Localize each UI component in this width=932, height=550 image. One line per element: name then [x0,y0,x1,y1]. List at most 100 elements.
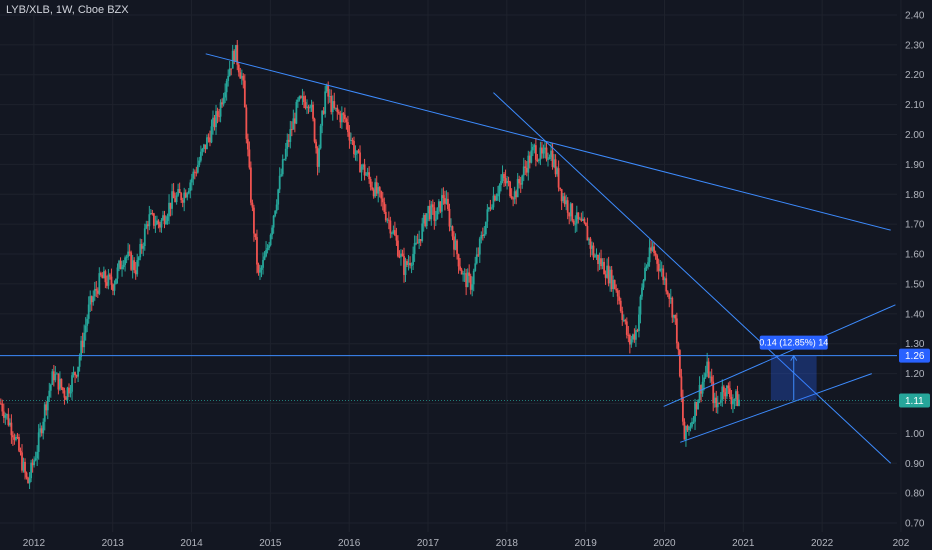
candle-body [574,223,577,225]
candle-body [436,207,439,220]
candle-body [704,373,707,378]
candle-body [331,101,334,112]
candle-body [504,178,507,184]
candle-body [322,110,325,114]
candle-body [671,297,674,318]
candle-body [575,212,578,224]
candle-body [171,191,173,209]
candle-body [453,236,455,250]
candle-body [631,334,634,340]
candle-body [447,198,449,209]
candle-body [657,263,660,271]
candle-body [283,159,286,161]
candle-body [678,350,681,377]
candle-body [515,191,518,198]
candle-body [730,396,733,405]
candle-body [448,208,451,227]
candle-body [510,196,513,199]
candle-body [237,64,240,73]
candle-body [492,195,495,208]
candle-body [102,271,105,279]
candle-body [149,213,152,215]
candle-body [245,107,248,139]
candle-body [682,396,684,422]
y-axis[interactable]: 2.40 2.30 2.20 2.10 2.00 1.90 1.80 1.70 1.60 1.50… [905,10,925,529]
candle-body [641,287,643,297]
candle-body [310,104,313,108]
candle-body [339,113,342,123]
candle-body [107,274,110,286]
candle-body [715,397,718,408]
candle-body [581,218,584,221]
candle-body [636,330,639,332]
candle-body [366,172,369,175]
candle-body [303,96,305,103]
candle-body [2,411,5,418]
candle-body [336,107,339,113]
symbol-label[interactable]: LYB/XLB, [6,4,53,16]
candle-body [416,242,419,244]
candle-body [553,159,555,167]
candle-body [42,421,45,434]
candle-body [639,296,642,315]
symbol-header[interactable]: LYB/XLB, 1W, Cboe BZX [6,4,129,16]
candle-body [625,321,628,335]
candle-body [175,195,178,203]
candle-body [22,461,25,471]
candle-body [621,311,624,320]
candle-body [372,189,375,197]
candle-body [403,256,405,275]
candle-body [647,262,649,267]
candle-body [368,172,371,179]
candle-body [28,478,31,484]
candle-body [591,245,593,249]
candle-body [709,376,712,378]
candle-body [281,159,284,175]
measure-tool[interactable]: 0.14 (12.85%) 14 [759,335,828,401]
candle-body [718,402,721,404]
candle-body [733,399,736,401]
y-tick-label: 1.20 [905,369,925,380]
candle-body [477,254,480,256]
x-axis[interactable]: 2012 2013 2014 2015 2016 2017 2018 2019 2020 2021… [23,538,910,549]
candle-body [544,147,546,150]
candle-body [471,284,474,290]
candles [0,40,740,490]
candle-body [668,294,671,299]
candle-body [415,242,418,244]
candle-body [139,244,142,258]
candle-body [30,462,33,479]
candle-body [663,278,666,281]
candle-body [703,377,706,382]
candle-body [677,343,680,351]
candle-body [530,150,533,163]
candle-body [16,436,19,438]
candle-body [74,372,76,376]
candle-body [195,172,198,174]
candle-body [459,266,461,270]
x-tick-label: 202 [893,538,910,549]
candle-body [40,428,43,434]
candle-body [169,202,172,209]
candle-body [727,385,730,389]
candle-body [606,265,609,278]
candle-body [227,75,230,81]
candle-body [562,196,565,202]
trendlines[interactable] [0,53,897,464]
candle-body [116,267,119,279]
candle-body [484,221,487,235]
candle-body [24,461,26,473]
candle-body [216,111,219,117]
candle-body [721,386,724,400]
y-tick-label: 1.00 [905,429,925,440]
candle-body [463,273,466,275]
interval-label[interactable]: 1W, [55,4,75,16]
candle-body [497,193,499,197]
candle-body [616,290,619,297]
candle-body [527,155,530,173]
candle-body [732,400,734,405]
candle-body [130,252,133,270]
candle-body [157,220,160,225]
candle-body [27,477,29,484]
